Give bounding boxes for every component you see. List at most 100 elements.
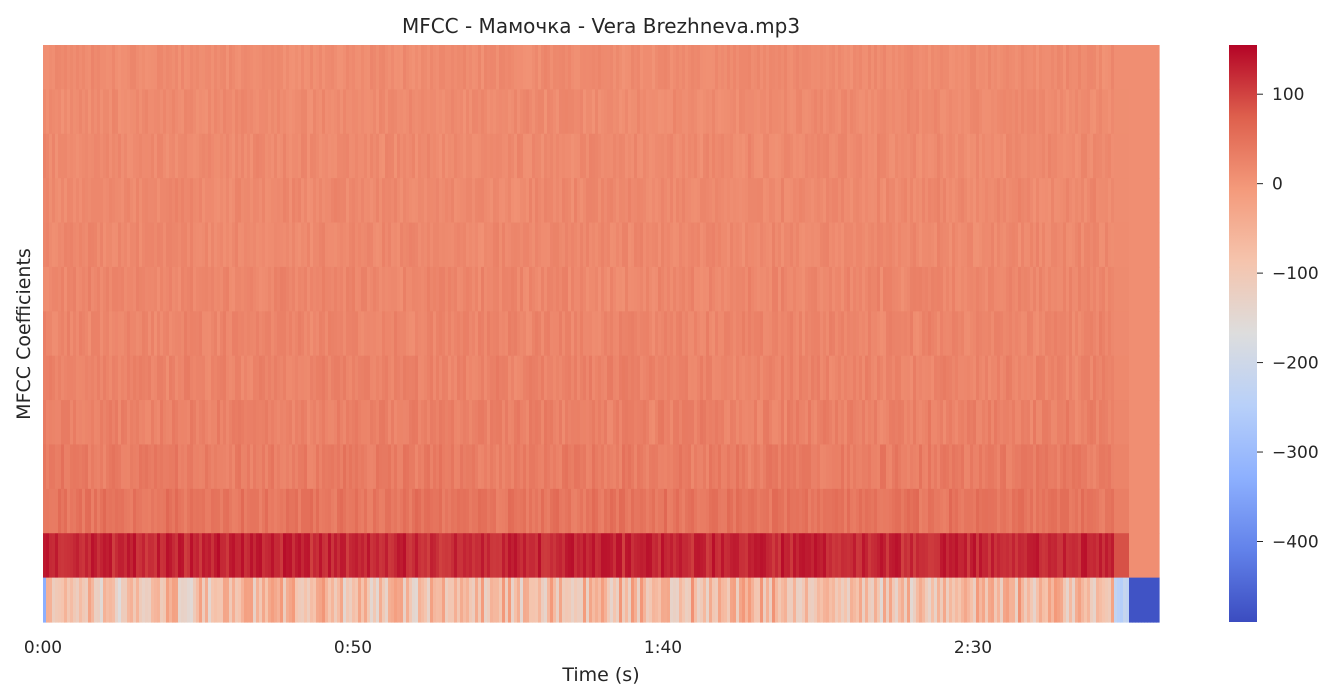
heatmap-cell <box>190 89 194 135</box>
heatmap-cell <box>76 444 80 490</box>
heatmap-cell <box>1072 178 1076 224</box>
heatmap-cell <box>457 444 461 490</box>
heatmap-cell <box>1006 311 1010 357</box>
heatmap-cell <box>82 400 86 446</box>
heatmap-cell <box>703 266 707 312</box>
heatmap-cell <box>595 178 599 224</box>
heatmap-cell <box>835 577 839 623</box>
heatmap-cell <box>754 400 758 446</box>
heatmap-cell <box>550 533 554 579</box>
heatmap-cell <box>964 311 968 357</box>
heatmap-cell <box>394 488 398 534</box>
heatmap-cell <box>223 311 227 357</box>
heatmap-cell <box>640 222 644 268</box>
heatmap-cell <box>358 355 362 401</box>
heatmap-cell <box>865 266 869 312</box>
heatmap-cell <box>247 222 251 268</box>
heatmap-cell <box>1156 400 1160 446</box>
heatmap-cell <box>199 488 203 534</box>
heatmap-cell <box>187 311 191 357</box>
heatmap-cell <box>823 444 827 490</box>
heatmap-cell <box>361 488 365 534</box>
heatmap-cell <box>220 266 224 312</box>
heatmap-cell <box>1102 444 1106 490</box>
heatmap-cell <box>475 45 479 90</box>
heatmap-cell <box>937 266 941 312</box>
heatmap-cell <box>538 444 542 490</box>
heatmap-cell <box>328 577 332 623</box>
heatmap-cell <box>205 266 209 312</box>
heatmap-cell <box>361 222 365 268</box>
heatmap-cell <box>748 533 752 579</box>
heatmap-cell <box>394 222 398 268</box>
heatmap-cell <box>472 355 476 401</box>
heatmap-cell <box>373 45 377 90</box>
heatmap-cell <box>958 311 962 357</box>
heatmap-cell <box>799 311 803 357</box>
heatmap-cell <box>568 89 572 135</box>
heatmap-cell <box>400 45 404 90</box>
heatmap-cell <box>481 577 485 623</box>
heatmap-cell <box>697 444 701 490</box>
heatmap-cell <box>595 444 599 490</box>
heatmap-cell <box>235 178 239 224</box>
heatmap-cell <box>1111 45 1115 90</box>
heatmap-cell <box>118 266 122 312</box>
heatmap-cell <box>244 400 248 446</box>
heatmap-cell <box>343 266 347 312</box>
heatmap-cell <box>724 45 728 90</box>
heatmap-cell <box>286 488 290 534</box>
heatmap-cell <box>394 311 398 357</box>
heatmap-cell <box>1003 89 1007 135</box>
heatmap-cell <box>172 444 176 490</box>
heatmap-cell <box>697 355 701 401</box>
heatmap-cell <box>316 178 320 224</box>
heatmap-cell <box>643 533 647 579</box>
heatmap-cell <box>889 577 893 623</box>
heatmap-cell <box>667 355 671 401</box>
heatmap-cell <box>1135 266 1139 312</box>
heatmap-cell <box>829 178 833 224</box>
heatmap-cell <box>607 266 611 312</box>
heatmap-cell <box>910 45 914 90</box>
heatmap-cell <box>1066 444 1070 490</box>
heatmap-cell <box>988 311 992 357</box>
heatmap-cell <box>904 355 908 401</box>
heatmap-cell <box>1009 577 1013 623</box>
heatmap-cell <box>1147 266 1151 312</box>
heatmap-cell <box>616 89 620 135</box>
heatmap-cell <box>841 311 845 357</box>
heatmap-cell <box>274 355 278 401</box>
heatmap-cell <box>97 266 101 312</box>
heatmap-cell <box>814 311 818 357</box>
heatmap-cell <box>523 222 527 268</box>
x-tick-label: 1:40 <box>644 638 682 658</box>
heatmap-cell <box>118 355 122 401</box>
heatmap-cell <box>1108 133 1112 179</box>
heatmap-cell <box>775 400 779 446</box>
heatmap-cell <box>1090 400 1094 446</box>
heatmap-cell <box>1147 89 1151 135</box>
heatmap-cell <box>274 311 278 357</box>
heatmap-cell <box>784 133 788 179</box>
heatmap-cell <box>844 355 848 401</box>
heatmap-cell <box>271 222 275 268</box>
heatmap-cell <box>73 533 77 579</box>
heatmap-cell <box>982 488 986 534</box>
heatmap-cell <box>982 89 986 135</box>
heatmap-cell <box>352 133 356 179</box>
heatmap-cell <box>70 45 74 90</box>
heatmap-cell <box>652 266 656 312</box>
heatmap-cell <box>970 45 974 90</box>
heatmap-cell <box>1060 400 1064 446</box>
heatmap-cell <box>1150 577 1154 623</box>
heatmap-cell <box>253 266 257 312</box>
heatmap-cell <box>469 577 473 623</box>
heatmap-cell <box>124 400 128 446</box>
heatmap-cell <box>394 355 398 401</box>
heatmap-cell <box>70 533 74 579</box>
heatmap-cell <box>133 311 137 357</box>
heatmap-cell <box>484 222 488 268</box>
heatmap-cell <box>211 400 215 446</box>
heatmap-cell <box>616 577 620 623</box>
